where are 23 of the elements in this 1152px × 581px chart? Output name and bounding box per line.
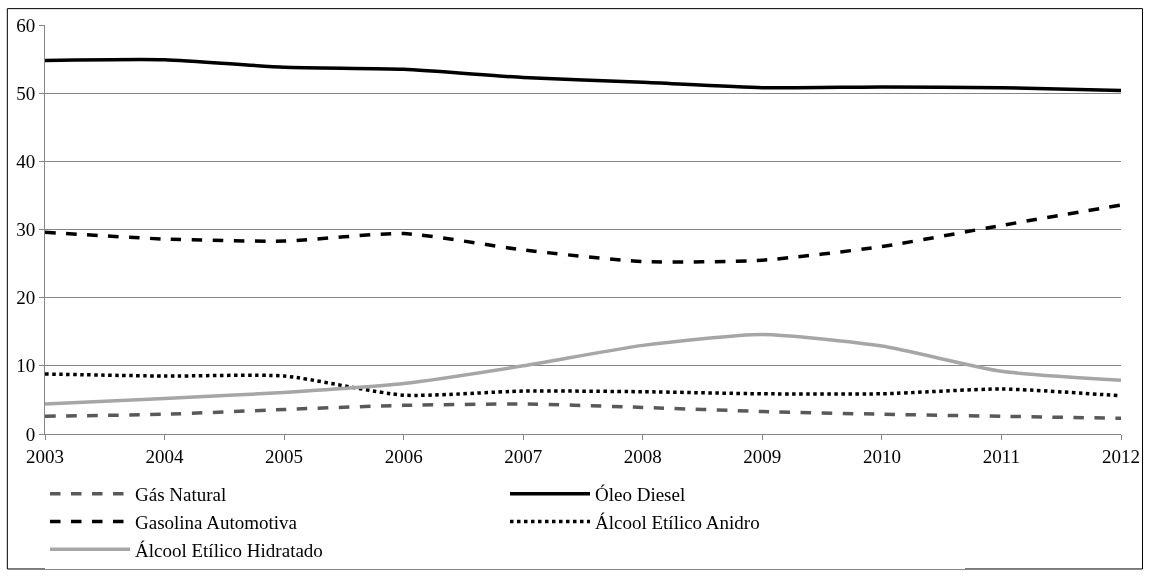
legend-label: Álcool Etílico Hidratado: [135, 539, 323, 561]
y-tick-label: 10: [16, 355, 36, 377]
x-tick-label: 2003: [26, 445, 64, 467]
y-tick-label: 60: [16, 14, 36, 36]
y-tick-label: 20: [16, 287, 36, 309]
line-series: [45, 402, 1121, 421]
x-tick-label: 2006: [384, 445, 423, 467]
y-tick-label: 0: [25, 423, 36, 445]
x-tick-label: 2008: [623, 445, 662, 467]
x-tick-label: 2007: [504, 445, 543, 467]
x-tick-label: 2005: [265, 445, 304, 467]
legend-label: Óleo Diesel: [595, 484, 686, 506]
legend-label: Gás Natural: [135, 484, 227, 506]
y-tick-label: 30: [16, 219, 36, 241]
x-tick-label: 2009: [743, 445, 782, 467]
x-tick-label: 2004: [145, 445, 185, 467]
x-tick-label: 2012: [1102, 445, 1140, 467]
legend-label: Álcool Etílico Anidro: [595, 511, 760, 533]
y-tick-label: 50: [16, 82, 36, 104]
y-tick-label: 40: [16, 150, 36, 172]
legend-label: Gasolina Automotiva: [135, 511, 298, 533]
x-tick-label: 2010: [862, 445, 901, 467]
x-tick-label: 2011: [982, 445, 1021, 467]
